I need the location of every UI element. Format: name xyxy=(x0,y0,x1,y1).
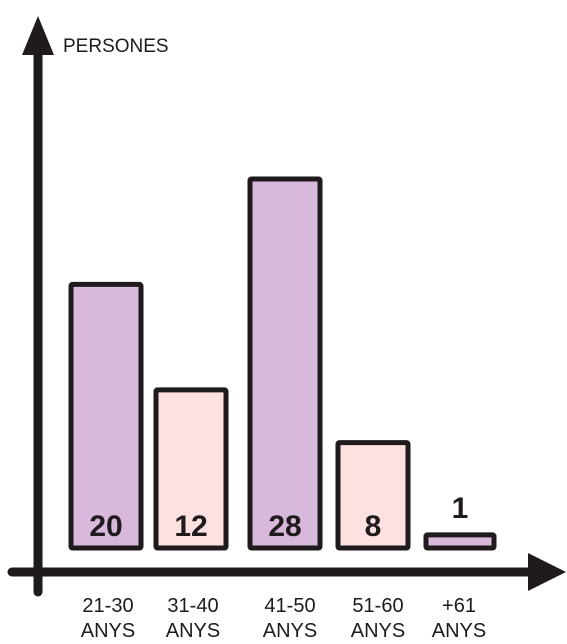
value-labels-group: 20 12 28 8 1 xyxy=(89,492,468,543)
bar-value-label-2: 12 xyxy=(174,510,207,543)
bar-value-label-5: 1 xyxy=(452,492,469,525)
bar-1 xyxy=(68,281,144,551)
category-label-2-line-2: ANYS xyxy=(166,620,220,639)
bars-group xyxy=(68,176,497,551)
category-label-5-line-2: ANYS xyxy=(432,620,486,639)
category-label-3-line-1: 41-50 xyxy=(264,595,315,617)
bar-5 xyxy=(423,532,497,551)
category-label-1-line-2: ANYS xyxy=(81,620,135,639)
category-labels-group: 21-30 ANYS 31-40 ANYS 41-50 ANYS 51-60 ANYS +61 A… xyxy=(81,595,486,642)
category-label-4-line-1: 51-60 xyxy=(352,595,403,617)
bar-2 xyxy=(153,387,229,551)
bar-value-label-4: 8 xyxy=(365,510,382,543)
category-label-4-line-2: ANYS xyxy=(351,620,405,639)
bar-value-label-1: 20 xyxy=(89,510,122,543)
bar-value-label-3: 28 xyxy=(268,510,301,543)
category-label-3-line-2: ANYS xyxy=(263,620,317,639)
bar-4 xyxy=(335,440,411,551)
bar-3 xyxy=(247,176,323,551)
y-axis-arrow-icon xyxy=(22,16,54,55)
category-label-5-line-1: +61 xyxy=(442,595,476,617)
category-label-2-line-1: 31-40 xyxy=(167,595,218,617)
y-axis-label: PERSONES xyxy=(63,36,169,57)
x-axis-arrow-icon xyxy=(528,553,566,591)
category-label-1-line-1: 21-30 xyxy=(82,595,133,617)
